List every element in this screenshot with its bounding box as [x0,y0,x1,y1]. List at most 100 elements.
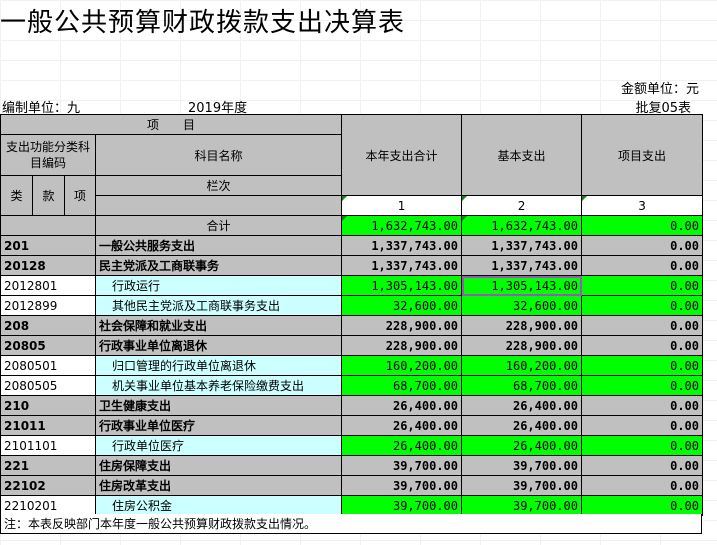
row-basic[interactable]: 39,700.00 [461,475,583,496]
row-subject-name[interactable]: 行政事业单位离退休 [94,335,343,356]
row-project[interactable]: 0.00 [581,295,704,316]
report-code: 批复05表 [635,101,691,116]
row-subject-name[interactable]: 住房公积金 [94,495,343,516]
header-project-group[interactable]: 项 目 [0,114,343,135]
row-code[interactable] [0,215,96,236]
row-project[interactable]: 0.00 [581,435,704,456]
row-project[interactable]: 0.00 [581,255,704,276]
row-total[interactable]: 39,700.00 [341,455,463,476]
sheet-title: 一般公共预算财政拨款支出决算表 [0,8,406,38]
row-project[interactable]: 0.00 [581,315,704,336]
row-basic[interactable]: 26,400.00 [461,395,583,416]
header-func-code[interactable]: 支出功能分类科目编码 [0,134,96,176]
row-project[interactable]: 0.00 [581,395,704,416]
row-total[interactable]: 39,700.00 [341,495,463,516]
row-subject-name[interactable]: 卫生健康支出 [94,395,343,416]
row-project[interactable]: 0.00 [581,475,704,496]
row-basic[interactable]: 39,700.00 [461,495,583,516]
row-basic[interactable]: 228,900.00 [461,335,583,356]
row-code[interactable]: 2101101 [0,435,96,456]
row-subject-name[interactable]: 行政单位医疗 [94,435,343,456]
header-total[interactable]: 本年支出合计 [341,114,463,196]
row-basic[interactable]: 32,600.00 [461,295,583,316]
row-subject-name[interactable]: 住房改革支出 [94,475,343,496]
row-basic[interactable]: 26,400.00 [461,415,583,436]
table-row: 2012899 其他民主党派及工商联事务支出 32,600.00 32,600.00 0… [0,295,704,316]
row-code[interactable]: 22102 [0,475,96,496]
row-total[interactable]: 32,600.00 [341,295,463,316]
row-basic[interactable]: 68,700.00 [461,375,583,396]
row-code[interactable]: 20128 [0,255,96,276]
header-basic[interactable]: 基本支出 [461,114,583,196]
row-total[interactable]: 1,337,743.00 [341,255,463,276]
row-code[interactable]: 2080501 [0,355,96,376]
row-subject-name[interactable]: 住房保障支出 [94,455,343,476]
row-code[interactable]: 2210201 [0,495,96,516]
row-basic[interactable]: 1,632,743.00 [461,215,583,236]
table-row: 合计 1,632,743.00 1,632,743.00 0.00 [0,215,704,236]
header-subject-name[interactable]: 科目名称 [94,134,343,176]
row-project[interactable]: 0.00 [581,415,704,436]
row-basic[interactable]: 26,400.00 [461,435,583,456]
row-code[interactable]: 201 [0,235,96,256]
expenditure-table: 项 目 本年支出合计 基本支出 项目支出 支出功能分类科目编码 科目名称 类 款… [0,114,704,516]
header-project[interactable]: 项目支出 [581,114,704,196]
row-subject-name[interactable]: 行政运行 [94,275,343,296]
header-lei[interactable]: 类 [0,175,33,216]
col-number-1[interactable]: 1 [341,195,463,216]
row-code[interactable]: 2012899 [0,295,96,316]
row-project[interactable]: 0.00 [581,235,704,256]
row-project[interactable]: 0.00 [581,455,704,476]
row-project[interactable]: 0.00 [581,215,704,236]
row-code[interactable]: 210 [0,395,96,416]
row-total[interactable]: 1,305,143.00 [341,275,463,296]
row-basic[interactable]: 1,337,743.00 [461,255,583,276]
row-subject-name[interactable]: 一般公共服务支出 [94,235,343,256]
row-total[interactable]: 228,900.00 [341,315,463,336]
row-project[interactable]: 0.00 [581,355,704,376]
col-number-3[interactable]: 3 [581,195,704,216]
row-subject-name[interactable]: 行政事业单位医疗 [94,415,343,436]
row-subject-name[interactable]: 民主党派及工商联事务 [94,255,343,276]
row-subject-name[interactable]: 社会保障和就业支出 [94,315,343,336]
row-basic[interactable]: 39,700.00 [461,455,583,476]
row-project[interactable]: 0.00 [581,335,704,356]
row-project[interactable]: 0.00 [581,375,704,396]
table-row: 20805 行政事业单位离退休 228,900.00 228,900.00 0.00 [0,335,704,356]
header-lanci[interactable]: 栏次 [94,175,343,196]
row-total[interactable]: 68,700.00 [341,375,463,396]
org-label: 编制单位：九 [2,101,81,116]
table-row: 22102 住房改革支出 39,700.00 39,700.00 0.00 [0,475,704,496]
header-xiang[interactable]: 项 [64,175,96,216]
row-code[interactable]: 208 [0,315,96,336]
row-basic[interactable]: 228,900.00 [461,315,583,336]
row-subject-name[interactable]: 归口管理的行政单位离退休 [94,355,343,376]
row-basic[interactable]: 160,200.00 [461,355,583,376]
row-subject-name[interactable]: 机关事业单位基本养老保险缴费支出 [94,375,343,396]
row-total[interactable]: 160,200.00 [341,355,463,376]
row-code[interactable]: 21011 [0,415,96,436]
col-number-2[interactable]: 2 [461,195,583,216]
row-subject-name[interactable]: 合计 [94,215,343,236]
row-basic[interactable]: 1,305,143.00 [461,275,583,296]
row-total[interactable]: 26,400.00 [341,395,463,416]
row-subject-name[interactable]: 其他民主党派及工商联事务支出 [94,295,343,316]
row-total[interactable]: 228,900.00 [341,335,463,356]
row-project[interactable]: 0.00 [581,275,704,296]
row-project[interactable]: 0.00 [581,495,704,516]
header-kuan[interactable]: 款 [32,175,65,216]
row-total[interactable]: 1,632,743.00 [341,215,463,236]
table-row: 201 一般公共服务支出 1,337,743.00 1,337,743.00 0.00 [0,235,704,256]
row-code[interactable]: 2080505 [0,375,96,396]
row-total[interactable]: 26,400.00 [341,415,463,436]
row-total[interactable]: 26,400.00 [341,435,463,456]
row-total[interactable]: 39,700.00 [341,475,463,496]
row-code[interactable]: 20805 [0,335,96,356]
table-row: 208 社会保障和就业支出 228,900.00 228,900.00 0.00 [0,315,704,336]
table-row: 20128 民主党派及工商联事务 1,337,743.00 1,337,743.00 0… [0,255,704,276]
table-row: 21011 行政事业单位医疗 26,400.00 26,400.00 0.00 [0,415,704,436]
row-basic[interactable]: 1,337,743.00 [461,235,583,256]
row-total[interactable]: 1,337,743.00 [341,235,463,256]
row-code[interactable]: 221 [0,455,96,476]
row-code[interactable]: 2012801 [0,275,96,296]
